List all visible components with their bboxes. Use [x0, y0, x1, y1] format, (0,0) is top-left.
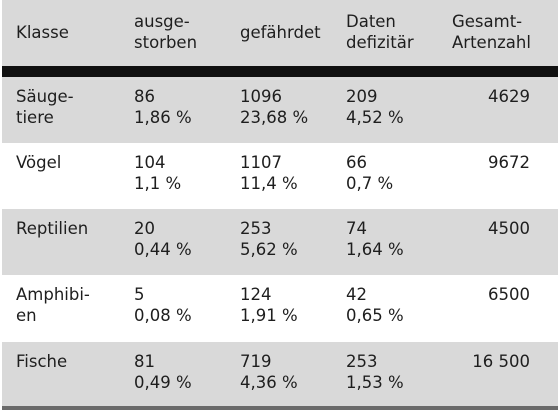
header-ausgestorben: ausge- storben: [134, 12, 198, 52]
table-header: Klasse ausge- storben gefährdet Daten de…: [2, 0, 558, 66]
cell-gefaehrdet: 253 5,62 %: [240, 219, 298, 259]
bottom-divider: [2, 406, 558, 410]
cell-gefaehrdet: 1107 11,4 %: [240, 153, 298, 193]
cell-ausgestorben: 86 1,86 %: [134, 87, 192, 127]
cell-gesamt: 4500: [488, 219, 530, 238]
cell-klasse: Fische: [16, 352, 68, 371]
header-gefaehrdet: gefährdet: [240, 23, 321, 42]
table-row: Fische 81 0,49 % 719 4,36 % 253 1,53 % 1…: [2, 342, 558, 408]
cell-ausgestorben: 20 0,44 %: [134, 219, 192, 259]
cell-ausgestorben: 5 0,08 %: [134, 285, 192, 325]
header-divider: [2, 66, 558, 77]
cell-gefaehrdet: 124 1,91 %: [240, 285, 298, 325]
cell-klasse: Reptilien: [16, 219, 89, 238]
cell-gesamt: 16 500: [472, 352, 530, 371]
cell-gefaehrdet: 1096 23,68 %: [240, 87, 309, 127]
table-row: Amphibi- en 5 0,08 % 124 1,91 % 42 0,65 …: [2, 275, 558, 342]
cell-gesamt: 6500: [488, 285, 530, 304]
table-row: Reptilien 20 0,44 % 253 5,62 % 74 1,64 %…: [2, 209, 558, 275]
species-table: Klasse ausge- storben gefährdet Daten de…: [2, 0, 558, 410]
cell-ausgestorben: 81 0,49 %: [134, 352, 192, 392]
cell-ausgestorben: 104 1,1 %: [134, 153, 182, 193]
header-gesamt-artenzahl: Gesamt- Artenzahl: [452, 12, 531, 52]
cell-daten-defizitaer: 66 0,7 %: [346, 153, 394, 193]
cell-gefaehrdet: 719 4,36 %: [240, 352, 298, 392]
cell-daten-defizitaer: 253 1,53 %: [346, 352, 404, 392]
cell-gesamt: 4629: [488, 87, 530, 106]
cell-daten-defizitaer: 209 4,52 %: [346, 87, 404, 127]
cell-gesamt: 9672: [488, 153, 530, 172]
cell-klasse: Vögel: [16, 153, 62, 172]
table-row: Säuge- tiere 86 1,86 % 1096 23,68 % 209 …: [2, 77, 558, 143]
header-klasse: Klasse: [16, 23, 69, 42]
table-row: Vögel 104 1,1 % 1107 11,4 % 66 0,7 % 967…: [2, 143, 558, 209]
cell-daten-defizitaer: 74 1,64 %: [346, 219, 404, 259]
cell-daten-defizitaer: 42 0,65 %: [346, 285, 404, 325]
header-daten-defizitaer: Daten defizitär: [346, 12, 414, 52]
cell-klasse: Säuge- tiere: [16, 87, 74, 127]
cell-klasse: Amphibi- en: [16, 285, 90, 325]
